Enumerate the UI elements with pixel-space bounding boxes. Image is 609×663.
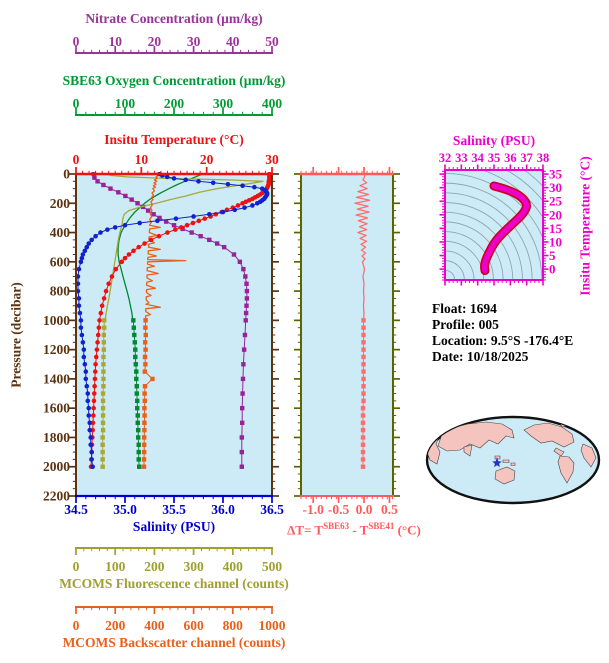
svg-text:300: 300	[213, 96, 234, 111]
svg-text:25: 25	[549, 194, 563, 209]
svg-text:33: 33	[455, 151, 468, 165]
axis-scale-bar: 0 100 200 300 400	[73, 96, 283, 116]
temperature-axis-title: Insitu Temperature (°C)	[104, 132, 244, 147]
svg-text:600: 600	[183, 618, 204, 633]
pressure-axis-title: Pressure (decibar)	[8, 282, 24, 388]
svg-text:1800: 1800	[43, 430, 70, 445]
delta-t-series	[354, 173, 371, 469]
float-info: Float: 1694 Profile: 005 Location: 9.5°S…	[432, 301, 573, 365]
svg-text:32: 32	[439, 151, 452, 165]
svg-text:800: 800	[223, 618, 244, 633]
svg-text:0.0: 0.0	[356, 502, 373, 517]
axis-scale-bar: 0 10 20 30	[73, 152, 279, 176]
svg-text:0: 0	[549, 262, 556, 277]
delta-t-plot: -1.0 -0.5 0.0 0.5	[294, 167, 400, 517]
svg-text:30: 30	[549, 180, 562, 195]
svg-text:50: 50	[265, 34, 279, 49]
main-plot-series	[75, 172, 272, 470]
svg-text:20: 20	[200, 152, 214, 167]
svg-text:2000: 2000	[43, 459, 70, 474]
profile-number: Profile: 005	[432, 317, 499, 332]
svg-text:-0.5: -0.5	[328, 502, 350, 517]
float-location: Location: 9.5°S -176.4°E	[432, 333, 574, 348]
svg-text:35: 35	[488, 151, 501, 165]
delta-t-axis-title: ΔT= TSBE63 - TSBE41 (°C)	[287, 521, 421, 538]
svg-text:30: 30	[187, 34, 201, 49]
svg-text:35.5: 35.5	[162, 502, 186, 517]
float-number: Float: 1694	[432, 301, 497, 316]
svg-text:1000: 1000	[259, 618, 286, 633]
svg-text:1000: 1000	[43, 313, 70, 328]
profile-date: Date: 10/18/2025	[432, 349, 529, 364]
svg-text:10: 10	[135, 152, 149, 167]
svg-text:0: 0	[63, 167, 70, 182]
svg-text:34.5: 34.5	[64, 502, 88, 517]
oxygen-axis-title: SBE63 Oxygen Concentration (µm/kg)	[62, 73, 286, 88]
svg-text:200: 200	[105, 618, 126, 633]
svg-text:0: 0	[73, 96, 80, 111]
svg-text:400: 400	[50, 225, 71, 240]
axis-scale-bar: 0 100 200 300 400 500	[73, 547, 283, 574]
axis-scale-bar: 0 10 20 30 40 50	[73, 34, 279, 54]
svg-text:36.0: 36.0	[211, 502, 235, 517]
svg-text:0: 0	[73, 34, 80, 49]
axis-scale-bar: 0 200 400 600 800 1000	[73, 606, 286, 633]
svg-text:36: 36	[504, 151, 517, 165]
svg-text:100: 100	[115, 96, 136, 111]
svg-text:400: 400	[262, 96, 283, 111]
svg-text:200: 200	[50, 196, 71, 211]
svg-text:1400: 1400	[43, 371, 70, 386]
svg-text:400: 400	[223, 559, 244, 574]
svg-text:0.5: 0.5	[381, 502, 398, 517]
ts-plot-title: Salinity (PSU)	[452, 133, 536, 148]
svg-text:5: 5	[549, 248, 556, 263]
svg-text:1200: 1200	[43, 342, 70, 357]
svg-text:10: 10	[108, 34, 122, 49]
main-plot: 0 200 400 600 800 1000 1200 1400 1600 1800 2000 220…	[43, 167, 279, 504]
salinity-axis-title: Salinity (PSU)	[132, 519, 216, 534]
svg-text:34: 34	[471, 151, 484, 165]
svg-text:100: 100	[105, 559, 126, 574]
svg-text:15: 15	[549, 221, 563, 236]
svg-text:0: 0	[73, 618, 80, 633]
svg-text:400: 400	[144, 618, 165, 633]
svg-text:800: 800	[50, 284, 71, 299]
float-location-star	[492, 457, 502, 468]
svg-text:0: 0	[73, 152, 80, 167]
svg-text:35.0: 35.0	[113, 502, 137, 517]
svg-text:500: 500	[262, 559, 283, 574]
nitrate-axis-title: Nitrate Concentration (µm/kg)	[85, 11, 263, 26]
svg-text:36.5: 36.5	[260, 502, 284, 517]
ts-y-axis-title: Insitu Temperature (°C)	[577, 156, 593, 296]
svg-text:200: 200	[164, 96, 185, 111]
svg-text:-1.0: -1.0	[303, 502, 325, 517]
svg-text:2200: 2200	[43, 489, 70, 504]
svg-text:37: 37	[520, 151, 533, 165]
svg-text:300: 300	[183, 559, 204, 574]
svg-text:40: 40	[226, 34, 240, 49]
svg-text:10: 10	[549, 234, 562, 249]
svg-text:20: 20	[148, 34, 162, 49]
svg-text:38: 38	[537, 151, 550, 165]
svg-text:200: 200	[144, 559, 165, 574]
backscatter-axis-title: MCOMS Backscatter channel (counts)	[62, 635, 286, 650]
svg-text:0: 0	[73, 559, 80, 574]
svg-text:600: 600	[50, 254, 71, 269]
svg-text:30: 30	[265, 152, 279, 167]
svg-text:20: 20	[549, 207, 562, 222]
continents	[427, 418, 597, 485]
axis-scale-bar: 34.5 35.0 35.5 36.0 36.5	[64, 494, 284, 517]
svg-text:1600: 1600	[43, 401, 70, 416]
fluorescence-axis-title: MCOMS Fluorescence channel (counts)	[59, 576, 289, 591]
svg-text:35: 35	[549, 167, 563, 182]
world-map	[425, 415, 601, 505]
